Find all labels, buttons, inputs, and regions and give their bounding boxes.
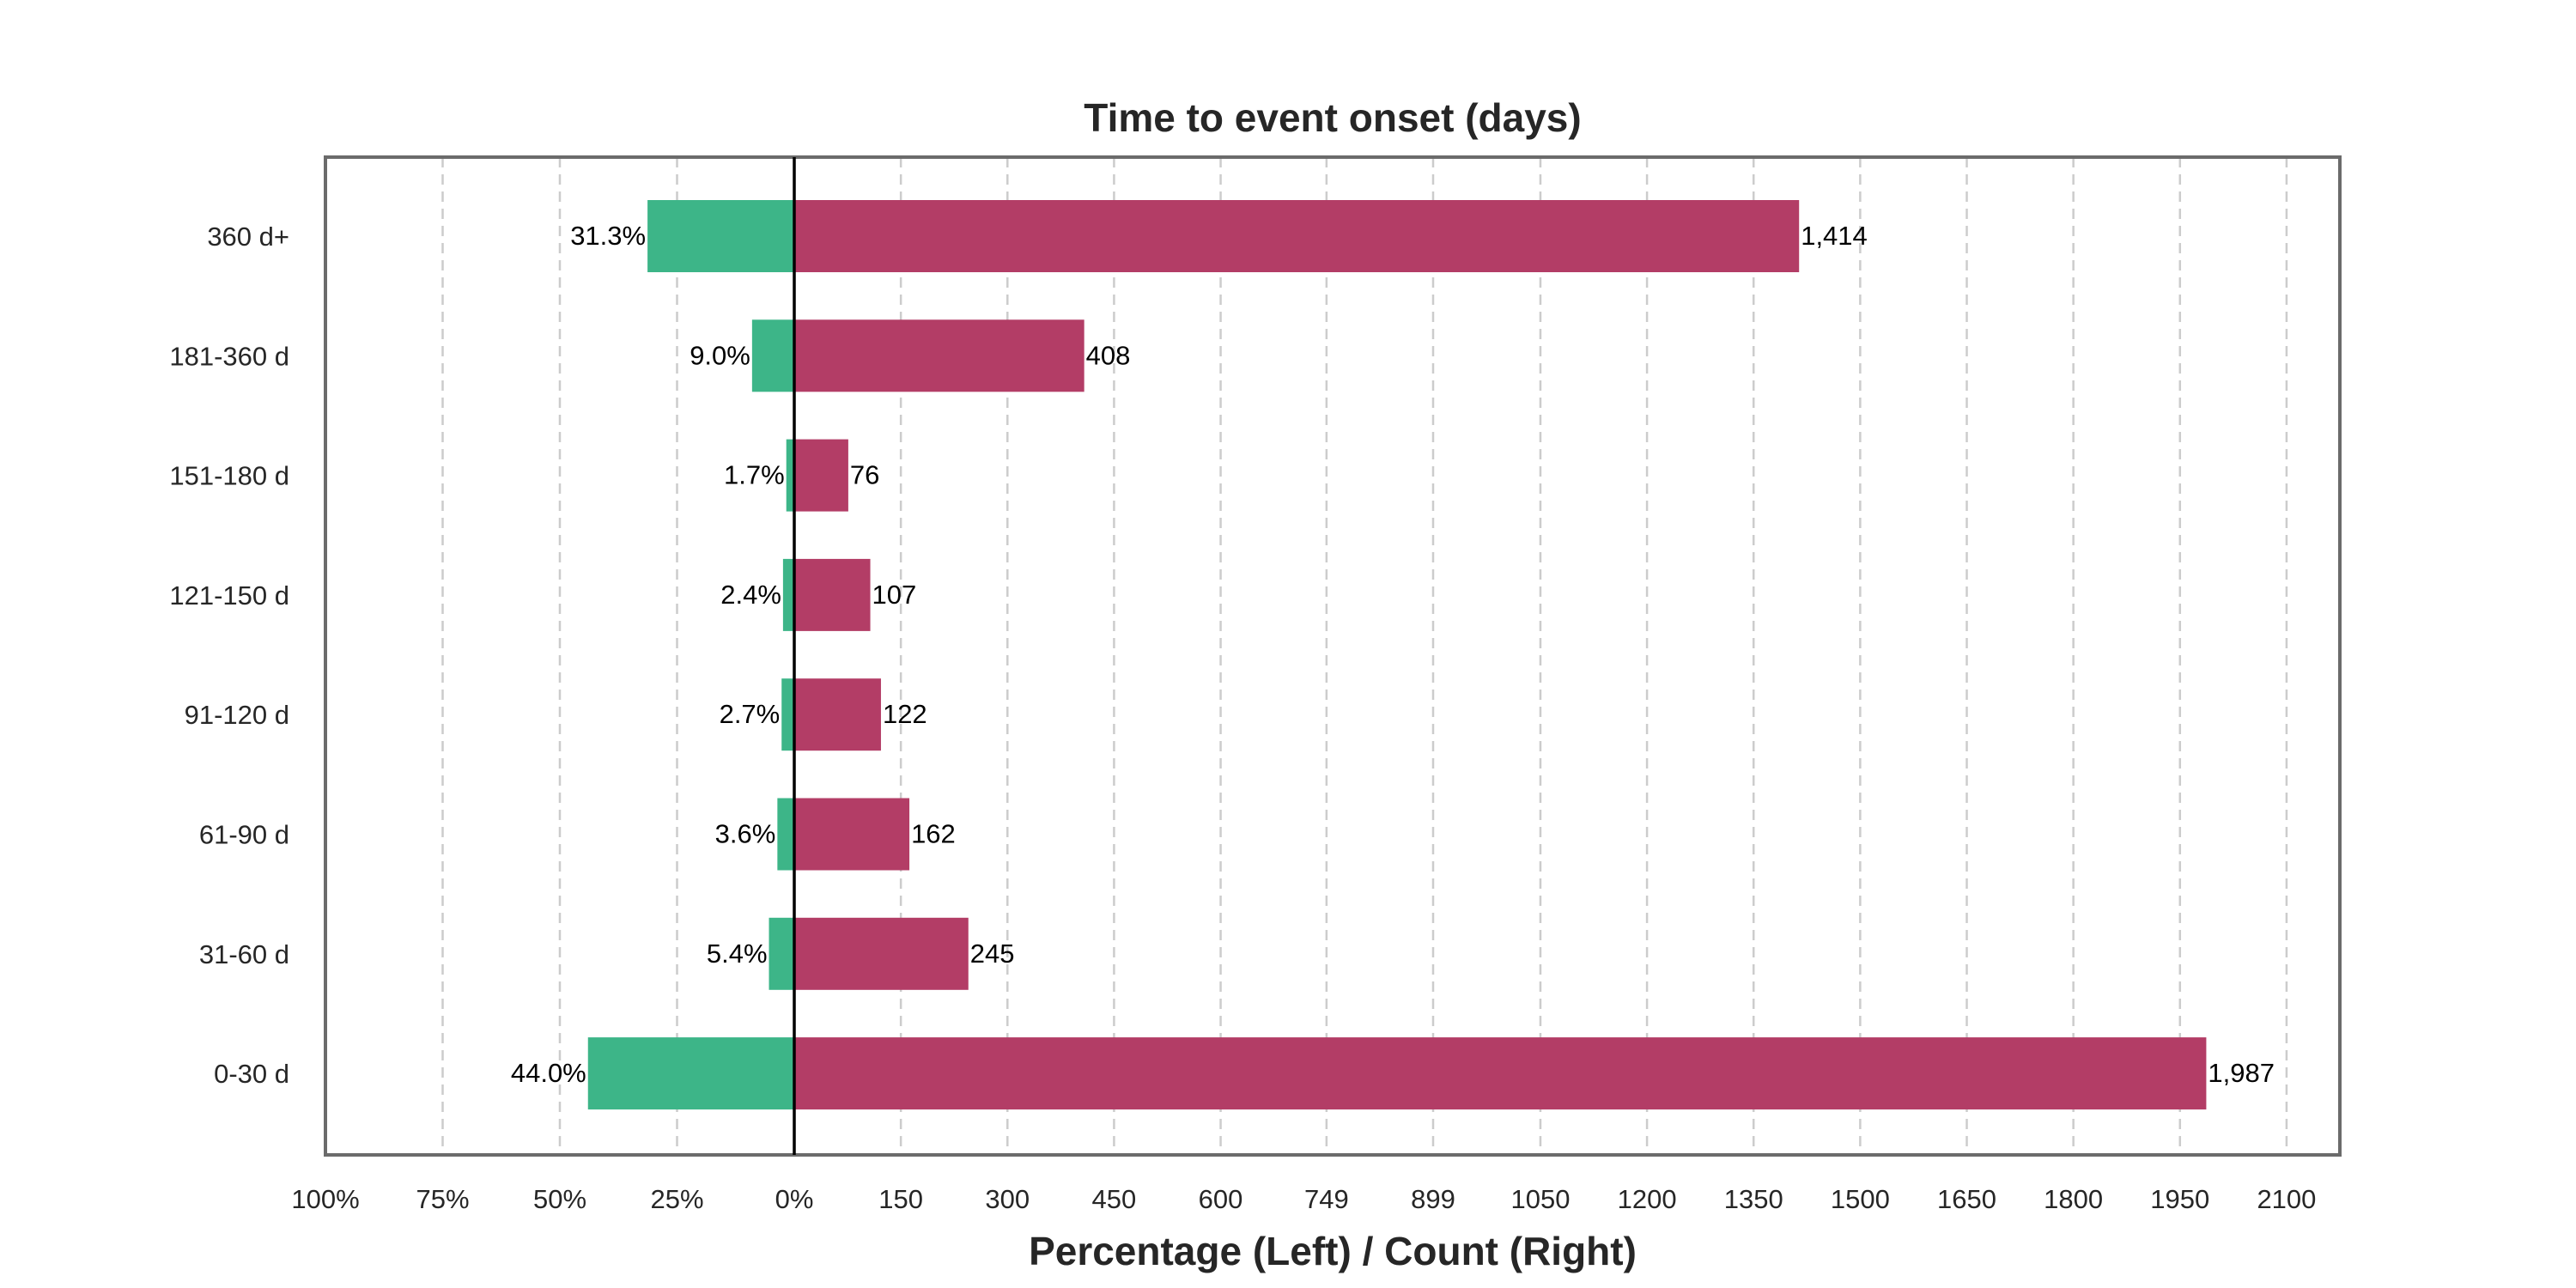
data-label-percentage: 3.6%	[715, 819, 776, 849]
data-label-percentage: 9.0%	[690, 340, 750, 370]
data-label-count: 76	[850, 460, 879, 490]
x-tick-label-right: 1800	[2044, 1184, 2103, 1214]
bar-count	[794, 439, 848, 512]
bar-percentage	[782, 558, 794, 631]
x-tick-label-left: 75%	[416, 1184, 469, 1214]
data-label-count: 1,987	[2208, 1058, 2275, 1088]
x-tick-label-right: 150	[878, 1184, 923, 1214]
bar-percentage	[786, 439, 794, 512]
x-tick-label-right: 1050	[1510, 1184, 1570, 1214]
x-tick-label-right: 749	[1304, 1184, 1349, 1214]
data-label-count: 122	[883, 699, 927, 729]
x-axis-label: Percentage (Left) / Count (Right)	[1029, 1229, 1637, 1273]
category-label: 121-150 d	[169, 580, 289, 611]
x-tick-label-right: 1200	[1618, 1184, 1677, 1214]
bar-count	[794, 1037, 2207, 1110]
bar-percentage	[781, 678, 794, 751]
x-tick-label-left: 0%	[775, 1184, 814, 1214]
x-tick-label-right: 899	[1411, 1184, 1455, 1214]
x-tick-label-right: 1650	[1937, 1184, 1996, 1214]
x-tick-label-right: 1950	[2150, 1184, 2209, 1214]
bar-count	[794, 319, 1084, 392]
data-label-percentage: 1.7%	[724, 460, 785, 490]
data-label-count: 1,414	[1801, 221, 1868, 251]
x-tick-label-right: 300	[985, 1184, 1030, 1214]
category-labels: 360 d+ 181-360 d 151-180 d 121-150 d 91-120 …	[169, 222, 289, 1089]
bar-count	[794, 798, 910, 871]
x-tick-label-left: 100%	[291, 1184, 359, 1214]
data-labels: 31.3% 1,414 9.0% 408 1.7% 76 2.4% 107 2.7% 122 3.6…	[511, 221, 2275, 1088]
category-label: 360 d+	[207, 222, 289, 252]
bar-count	[794, 917, 969, 990]
x-tick-label-left: 25%	[650, 1184, 703, 1214]
data-label-percentage: 44.0%	[511, 1058, 586, 1088]
x-tick-label-right: 1350	[1724, 1184, 1783, 1214]
x-tick-label-left: 50%	[533, 1184, 586, 1214]
data-label-count: 245	[970, 939, 1015, 969]
data-label-count: 107	[872, 580, 917, 610]
category-label: 91-120 d	[185, 700, 289, 730]
bar-count	[794, 558, 871, 631]
plot-frame	[324, 155, 2342, 1157]
bars	[587, 200, 2207, 1110]
data-label-count: 162	[911, 819, 956, 849]
category-label: 0-30 d	[214, 1059, 289, 1089]
bar-percentage	[769, 917, 794, 990]
data-label-percentage: 5.4%	[707, 939, 768, 969]
category-label: 181-360 d	[169, 341, 289, 371]
bar-count	[794, 200, 1800, 272]
bar-percentage	[587, 1037, 794, 1110]
data-label-percentage: 2.7%	[720, 699, 781, 729]
x-tick-label-right: 450	[1092, 1184, 1137, 1214]
grid-lines	[441, 157, 2288, 1155]
x-tick-label-right: 1500	[1831, 1184, 1890, 1214]
category-label: 31-60 d	[199, 939, 289, 969]
chart-title: Time to event onset (days)	[1084, 95, 1581, 140]
data-label-count: 408	[1086, 340, 1131, 370]
data-label-percentage: 31.3%	[570, 221, 646, 251]
x-tick-label-right: 2100	[2257, 1184, 2316, 1214]
category-label: 151-180 d	[169, 461, 289, 491]
x-tick-labels: 100% 75% 50% 25% 0% 150 300 450 600 749 899 1050 120…	[291, 1184, 2316, 1214]
category-label: 61-90 d	[199, 820, 289, 850]
bar-percentage	[777, 798, 794, 871]
x-tick-label-right: 600	[1199, 1184, 1243, 1214]
bar-percentage	[647, 200, 794, 272]
bar-count	[794, 678, 881, 751]
data-label-percentage: 2.4%	[720, 580, 781, 610]
bar-percentage	[751, 319, 794, 392]
